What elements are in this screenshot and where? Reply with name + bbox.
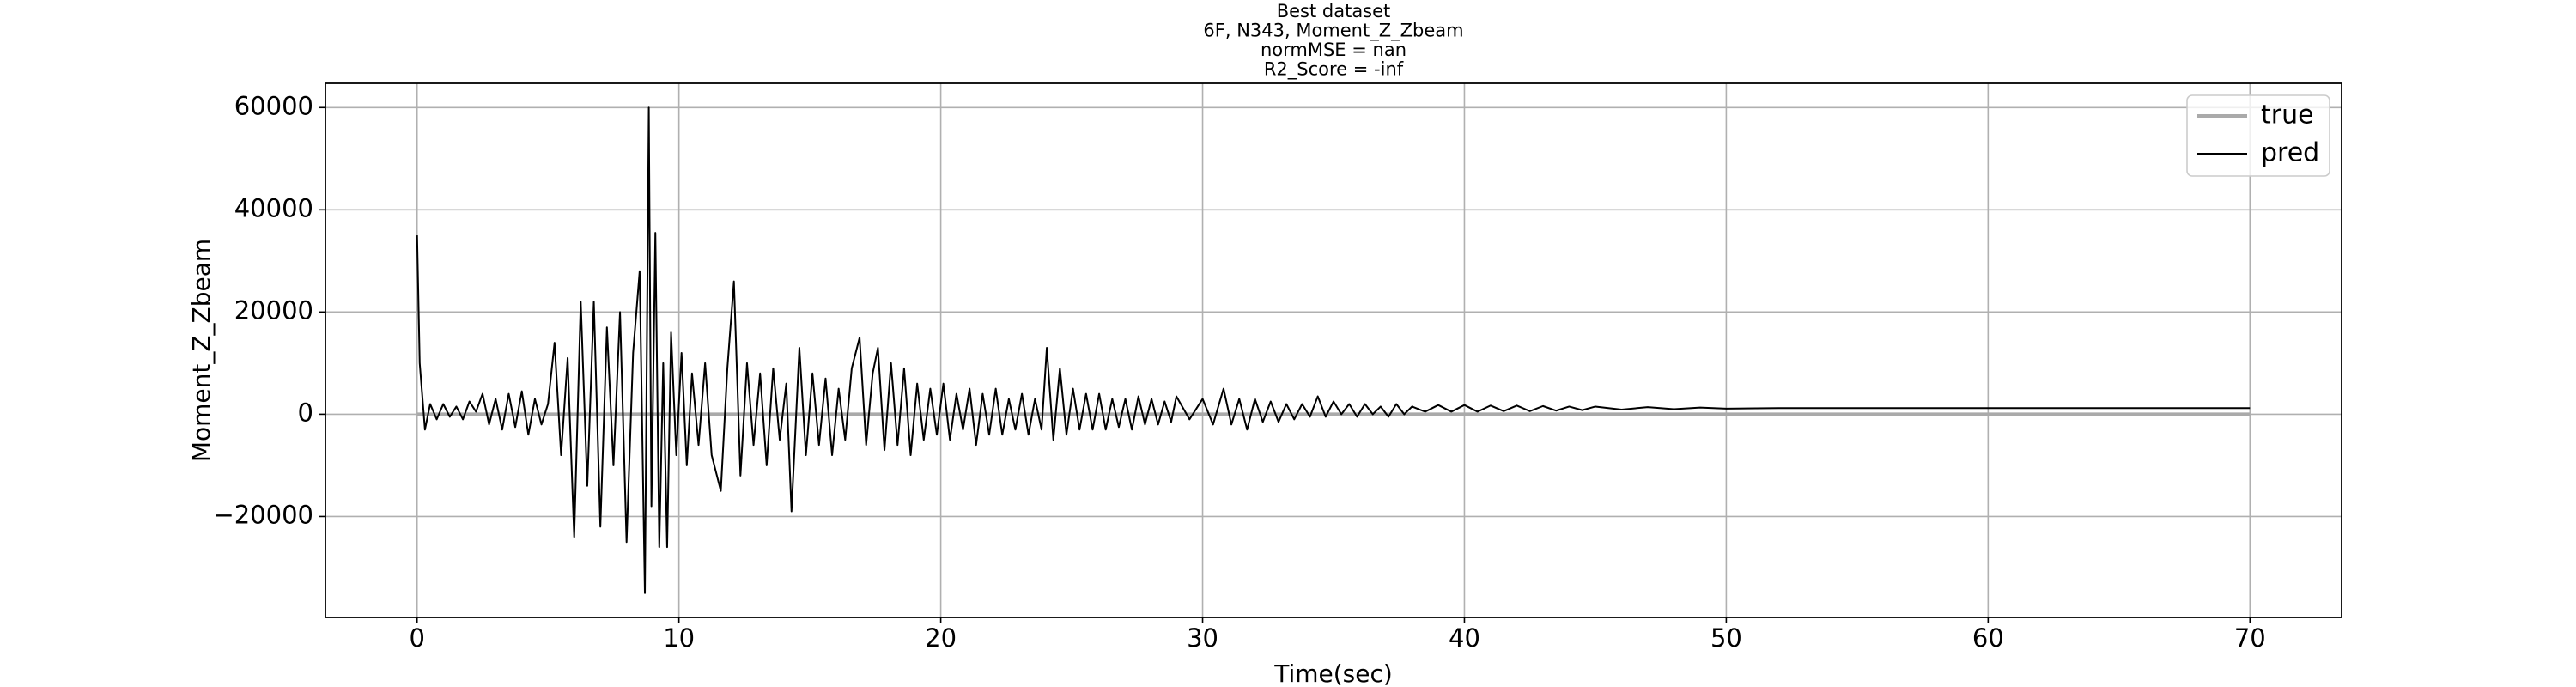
x-tick-label: 30 [1187,623,1218,653]
x-tick-label: 40 [1449,623,1480,653]
y-tick-label: −20000 [213,500,313,529]
x-tick-label: 20 [925,623,957,653]
x-tick-label: 50 [1710,623,1742,653]
x-tick-label: 0 [410,623,425,653]
plot-frame [325,82,2342,618]
y-tick-label: 40000 [234,193,313,222]
y-tick-label: 60000 [234,91,313,120]
chart-title: normMSE = nan [1261,40,1406,60]
x-tick-label: 60 [1972,623,2004,653]
x-tick-label: 70 [2234,623,2266,653]
chart-title: R2_Score = -inf [1264,59,1404,81]
y-axis-label: Moment_Z_Zbeam [187,239,216,462]
legend-label: true [2261,100,2314,131]
legend: true pred [2186,94,2330,177]
chart-title: Best dataset [1277,1,1391,21]
chart-title: 6F, N343, Moment_Z_Zbeam [1203,21,1463,42]
legend-label: pred [2261,138,2319,168]
line-pred [416,106,2251,594]
y-tick-label: 20000 [234,295,313,325]
x-tick-label: 10 [663,623,695,653]
y-tick-label: 0 [298,398,313,427]
x-axis-label: Time(sec) [1273,660,1393,687]
